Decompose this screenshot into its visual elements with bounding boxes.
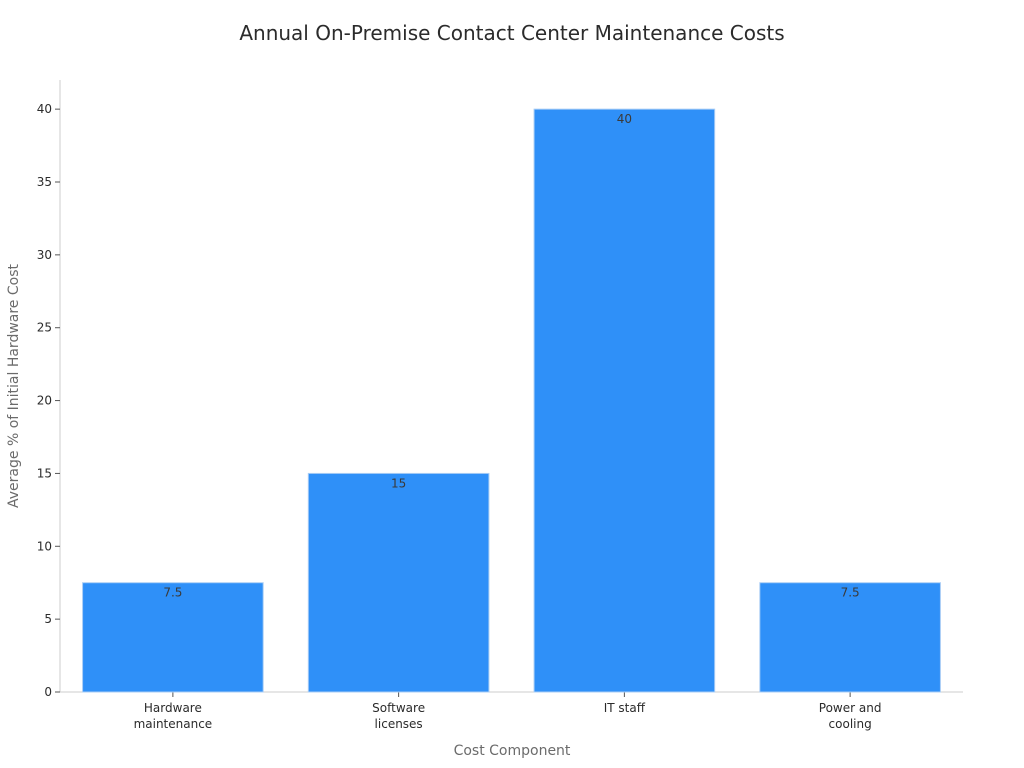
- bar: [82, 582, 264, 693]
- bar: [759, 582, 941, 693]
- bars: [82, 108, 941, 693]
- x-tick-label: Software licenses: [372, 701, 425, 731]
- bar: [533, 108, 716, 693]
- y-tick-label: 30: [37, 248, 52, 262]
- y-tick-label: 5: [44, 612, 52, 626]
- x-tick-label: Power and cooling: [819, 701, 882, 731]
- y-tick-label: 10: [37, 539, 52, 553]
- y-tick-label: 25: [37, 321, 52, 335]
- x-axis: Hardware maintenance Software licenses IT st…: [60, 691, 963, 731]
- y-tick-label: 20: [37, 394, 52, 408]
- y-tick-label: 40: [37, 102, 52, 116]
- x-tick-label: IT staff: [604, 701, 646, 715]
- chart-title: Annual On-Premise Contact Center Mainten…: [239, 21, 784, 45]
- x-tick-label: Hardware maintenance: [134, 701, 213, 731]
- bar-value-label: 7.5: [163, 586, 182, 600]
- data-labels: 7.5 15 40 7.5: [163, 112, 859, 600]
- y-tick-label: 15: [37, 466, 52, 480]
- x-axis-title: Cost Component: [454, 743, 571, 759]
- bar: [307, 472, 490, 693]
- bar-value-label: 7.5: [841, 586, 860, 600]
- bar-value-label: 40: [617, 112, 632, 126]
- bar-value-label: 15: [391, 476, 406, 490]
- y-tick-label: 0: [44, 685, 52, 699]
- y-axis-title: Average % of Initial Hardware Cost: [6, 263, 22, 508]
- y-tick-label: 35: [37, 175, 52, 189]
- y-axis: 0 5 10 15 20 25 30 35 40: [37, 80, 61, 699]
